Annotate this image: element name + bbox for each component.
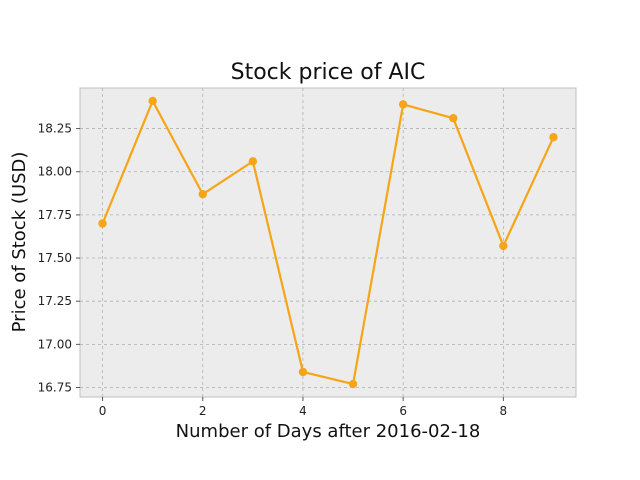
y-tick-label: 16.75 bbox=[38, 381, 72, 395]
y-axis-title: Price of Stock (USD) bbox=[9, 152, 30, 333]
data-point bbox=[449, 114, 458, 123]
y-tick-label: 17.00 bbox=[38, 337, 72, 351]
data-point bbox=[148, 96, 157, 106]
data-point bbox=[198, 189, 207, 199]
y-tick-label: 17.50 bbox=[38, 251, 72, 265]
plot-area bbox=[79, 87, 577, 398]
axis-ticks: 0 2 4 6 8 16.75 17.00 17.25 17.50 17.75 18.00 18.25 bbox=[38, 122, 508, 418]
x-tick-label: 8 bbox=[500, 404, 508, 418]
data-point bbox=[348, 379, 358, 389]
data-point bbox=[248, 157, 258, 166]
data-point bbox=[499, 241, 508, 251]
data-point bbox=[398, 100, 408, 109]
data-point bbox=[549, 132, 558, 142]
x-tick-label: 4 bbox=[299, 404, 307, 418]
data-point bbox=[298, 367, 308, 377]
x-tick-label: 2 bbox=[199, 404, 207, 418]
y-tick-label: 17.25 bbox=[38, 294, 72, 308]
data-point bbox=[98, 219, 107, 228]
y-tick-label: 18.25 bbox=[38, 122, 72, 136]
grid-lines bbox=[80, 88, 576, 397]
series-layer bbox=[98, 96, 558, 389]
x-axis-title: Number of Days after 2016-02-18 bbox=[176, 421, 481, 442]
x-tick-label: 6 bbox=[399, 404, 407, 418]
x-tick-label: 0 bbox=[99, 404, 107, 418]
y-tick-label: 18.00 bbox=[38, 165, 72, 179]
chart-title: Stock price of AIC bbox=[231, 60, 426, 85]
price-line bbox=[101, 99, 555, 386]
y-tick-label: 17.75 bbox=[38, 208, 72, 222]
